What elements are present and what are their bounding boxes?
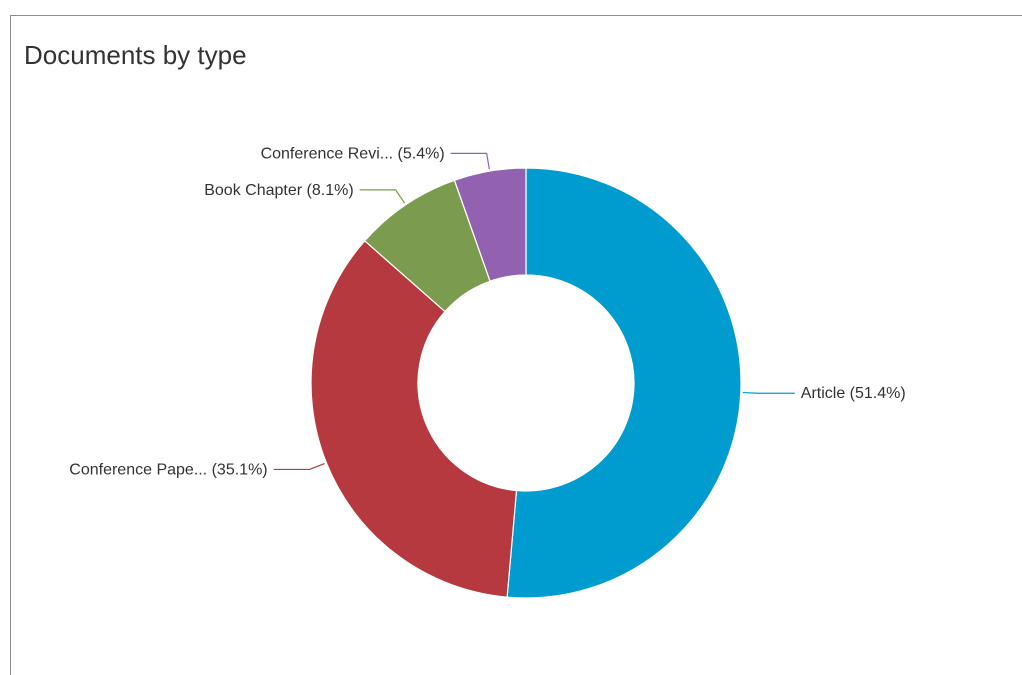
- leader-line-article: [742, 391, 795, 394]
- slice-label-book-chapter: Book Chapter (8.1%): [204, 182, 353, 199]
- slice-conference-paper[interactable]: [310, 239, 518, 598]
- leader-line-conference-review: [450, 152, 490, 170]
- slice-article[interactable]: [506, 167, 742, 599]
- slice-label-conference-paper: Conference Pape... (35.1%): [69, 461, 267, 478]
- slice-conference-review[interactable]: [453, 167, 527, 282]
- leader-line-book-chapter: [359, 189, 406, 204]
- slice-label-article: Article (51.4%): [801, 385, 906, 402]
- chart-title: Documents by type: [24, 40, 247, 70]
- leader-line-conference-paper: [273, 462, 325, 471]
- slice-label-conference-review: Conference Revi... (5.4%): [261, 145, 445, 162]
